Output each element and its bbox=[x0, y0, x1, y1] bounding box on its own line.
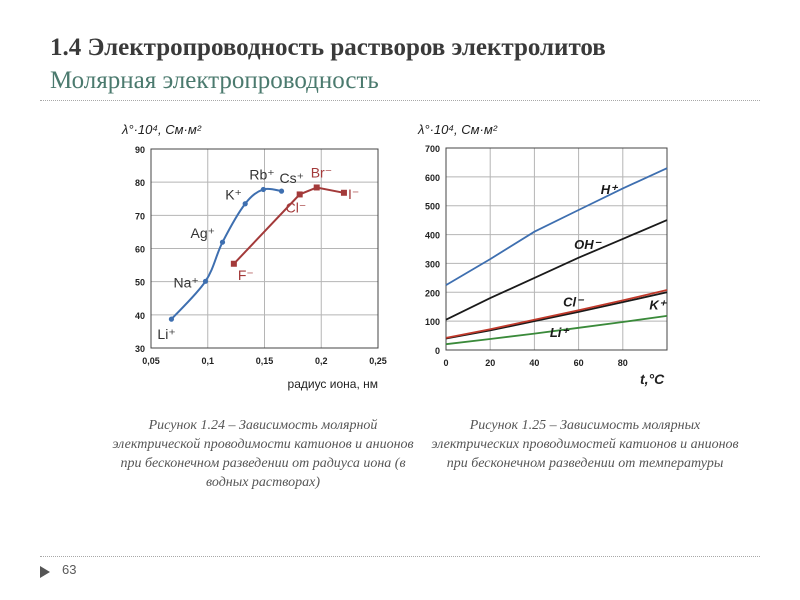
series-line bbox=[233, 186, 345, 265]
x-tick-label: 0,2 bbox=[315, 356, 328, 366]
next-arrow-icon[interactable] bbox=[40, 566, 50, 578]
y-tick-label: 70 bbox=[135, 211, 145, 221]
y-tick-label: 400 bbox=[425, 231, 440, 241]
x-tick-label: 60 bbox=[574, 358, 584, 368]
series-line bbox=[445, 315, 668, 346]
x-tick-label: 80 bbox=[618, 358, 628, 368]
data-point bbox=[260, 186, 266, 193]
x-tick-label: 20 bbox=[485, 358, 495, 368]
caption-right: Рисунок 1.25 – Зависимость молярных элек… bbox=[431, 418, 739, 471]
y-axis-label: λ°·10⁴, См·м² bbox=[121, 122, 202, 137]
plot-frame bbox=[150, 148, 379, 349]
y-tick-label: 80 bbox=[135, 178, 145, 188]
x-tick-label: 0,25 bbox=[369, 356, 387, 366]
x-tick-label: 0,15 bbox=[256, 356, 274, 366]
series-label: OH⁻ bbox=[574, 237, 603, 252]
top-divider bbox=[40, 100, 760, 101]
y-tick-label: 500 bbox=[425, 202, 440, 212]
point-label: I⁻ bbox=[348, 186, 359, 202]
data-point bbox=[230, 260, 237, 267]
data-point bbox=[219, 239, 226, 245]
y-axis-label: λ°·10⁴, См·м² bbox=[417, 122, 498, 137]
y-tick-label: 30 bbox=[135, 344, 145, 354]
y-tick-label: 0 bbox=[435, 346, 440, 356]
x-tick-label: 40 bbox=[529, 358, 539, 368]
data-point bbox=[313, 184, 320, 191]
caption-left: Рисунок 1.24 – Зависимость молярной элек… bbox=[112, 418, 414, 490]
data-point bbox=[202, 278, 209, 284]
y-tick-label: 200 bbox=[425, 288, 440, 298]
data-point bbox=[242, 201, 248, 207]
x-tick-label: 0 bbox=[443, 358, 448, 368]
page-number: 63 bbox=[62, 562, 77, 577]
y-tick-label: 50 bbox=[135, 278, 145, 288]
series-label: Li⁺ bbox=[550, 325, 571, 340]
data-point bbox=[296, 191, 303, 198]
series-label: Cl⁻ bbox=[563, 295, 585, 310]
point-label: Na⁺ bbox=[173, 274, 198, 290]
series-line bbox=[445, 291, 668, 340]
slide-subtitle: Молярная электропроводность bbox=[50, 67, 379, 94]
y-tick-label: 300 bbox=[425, 259, 440, 269]
point-label: K⁺ bbox=[225, 187, 242, 203]
point-label: Cs⁺ bbox=[280, 170, 305, 186]
series-label: H⁺ bbox=[601, 182, 619, 197]
y-tick-label: 60 bbox=[135, 245, 145, 255]
y-tick-label: 700 bbox=[425, 144, 440, 154]
series-line bbox=[445, 219, 668, 321]
data-point bbox=[168, 316, 175, 322]
y-tick-label: 40 bbox=[135, 311, 145, 321]
point-label: F⁻ bbox=[238, 267, 254, 283]
series-line bbox=[445, 167, 668, 286]
point-label: Br⁻ bbox=[311, 164, 332, 180]
y-tick-label: 90 bbox=[135, 145, 145, 155]
series-label: K⁺ bbox=[649, 298, 667, 313]
point-label: Li⁺ bbox=[157, 326, 175, 342]
point-label: Rb⁺ bbox=[249, 166, 274, 182]
x-axis-label: радиус иона, нм bbox=[288, 377, 378, 391]
x-axis-label: t,°C bbox=[640, 371, 665, 387]
y-tick-label: 600 bbox=[425, 173, 440, 183]
series-line bbox=[170, 187, 282, 320]
plot-frame bbox=[445, 147, 668, 351]
bottom-divider bbox=[40, 556, 760, 557]
point-label: Ag⁺ bbox=[191, 225, 216, 241]
slide-title: 1.4 Электропроводность растворов электро… bbox=[50, 34, 606, 61]
series-line bbox=[445, 289, 668, 339]
data-point bbox=[340, 189, 347, 196]
x-tick-label: 0,05 bbox=[142, 356, 160, 366]
x-tick-label: 0,1 bbox=[201, 356, 214, 366]
data-point bbox=[278, 188, 285, 194]
point-label: Cl⁻ bbox=[286, 199, 307, 215]
y-tick-label: 100 bbox=[425, 317, 440, 327]
